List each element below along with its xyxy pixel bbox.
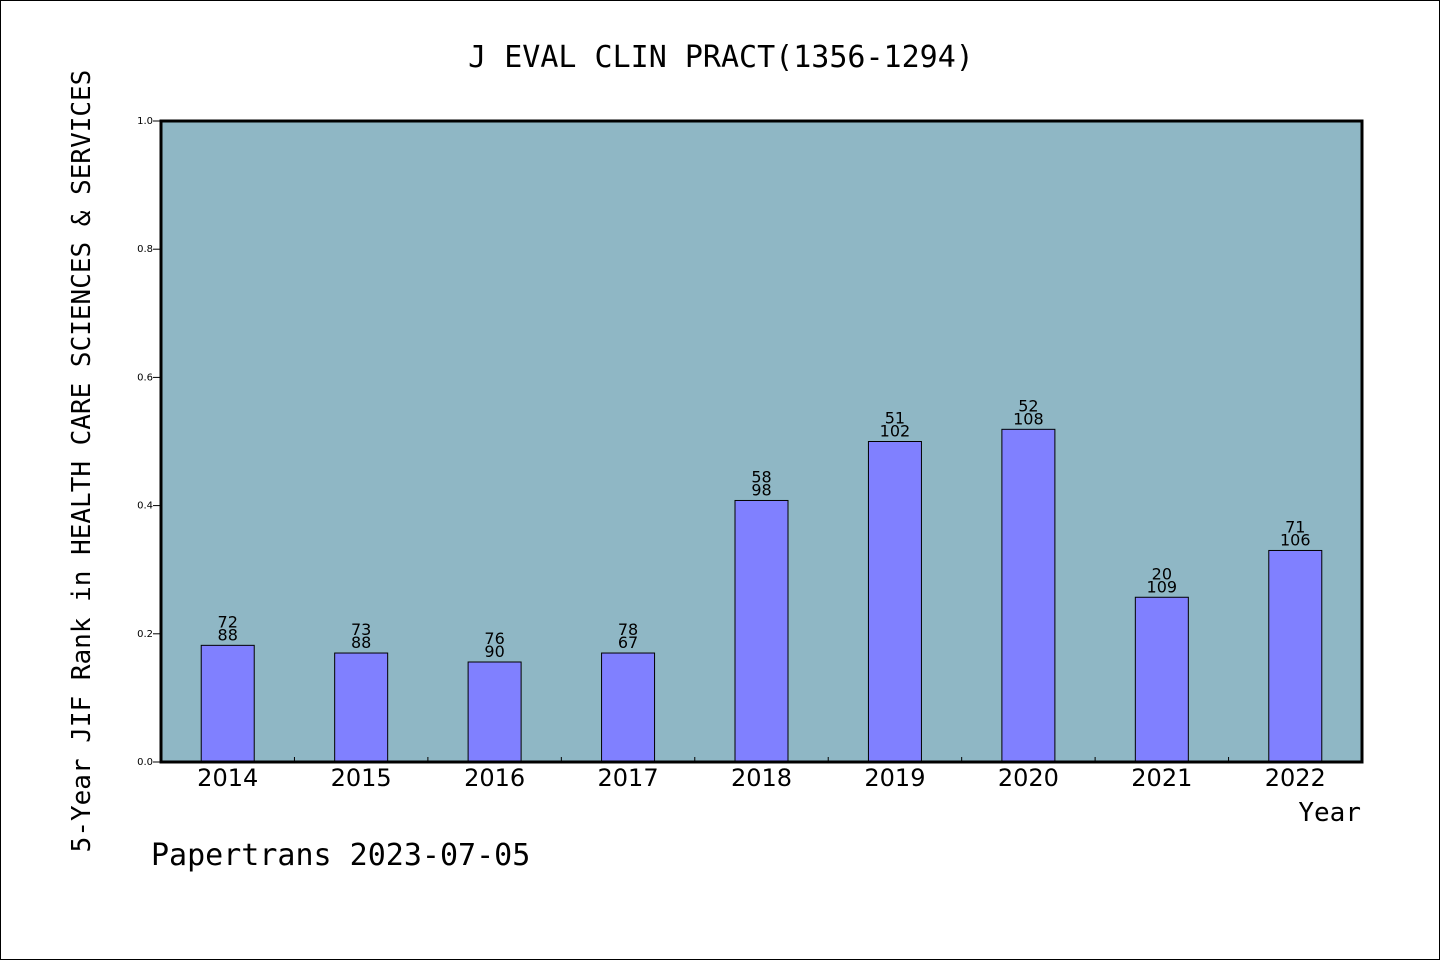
y-tick-label: 1.0 (137, 116, 153, 127)
bar-label-bottom: 88 (218, 625, 238, 644)
x-tick-label: 2020 (998, 764, 1059, 792)
bar-label-top: 51 (885, 409, 905, 428)
bar-label-top: 76 (484, 629, 504, 648)
bar-2015 (334, 652, 389, 763)
y-tick-label: 0.4 (137, 501, 153, 512)
x-tick-label: 2021 (1131, 764, 1192, 792)
plot-frame (159, 119, 1364, 764)
x-tick-label: 2019 (864, 764, 925, 792)
y-tick-label: 0.6 (137, 372, 153, 383)
bar-label-top: 20 (1152, 564, 1172, 583)
plot-area: 0.00.20.40.60.81.08872201488732015907620… (137, 116, 1364, 792)
bar-2014 (200, 644, 255, 763)
bar-2021 (1134, 596, 1189, 763)
footer-text: Papertrans 2023-07-05 (151, 838, 530, 873)
x-tick-label: 2014 (197, 764, 258, 792)
bar-2022 (1268, 549, 1323, 763)
x-tick-label: 2016 (464, 764, 525, 792)
bar-label-bottom: 67 (618, 633, 638, 652)
x-tick-label: 2015 (331, 764, 392, 792)
x-axis-label: Year (1298, 798, 1361, 828)
bar-label-top: 58 (751, 467, 771, 486)
bar-2018 (734, 499, 789, 763)
bar-2019 (867, 441, 922, 763)
bar-label-top: 52 (1018, 396, 1038, 415)
bar-label-bottom: 98 (751, 480, 771, 499)
bar-label-top: 73 (351, 620, 371, 639)
x-tick-label: 2018 (731, 764, 792, 792)
bar-label-bottom: 106 (1280, 530, 1311, 549)
bar-label-bottom: 90 (484, 642, 504, 661)
chart-title: J EVAL CLIN PRACT(1356-1294) (468, 40, 974, 75)
bar-label-top: 71 (1285, 517, 1305, 536)
y-tick-label: 0.2 (137, 629, 153, 640)
y-axis-label: 5-Year JIF Rank in HEALTH CARE SCIENCES … (67, 70, 97, 853)
bar-label-bottom: 108 (1013, 409, 1044, 428)
bar-label-bottom: 88 (351, 633, 371, 652)
bar-2016 (467, 661, 522, 763)
bar-label-bottom: 102 (880, 422, 911, 441)
x-tick-label: 2017 (598, 764, 659, 792)
bar-label-top: 72 (218, 612, 238, 631)
bar-label-bottom: 109 (1147, 577, 1178, 596)
bar-2017 (601, 652, 656, 763)
y-tick-label: 0.8 (137, 244, 153, 255)
bar-2020 (1001, 428, 1056, 763)
bar-label-top: 78 (618, 620, 638, 639)
x-tick-label: 2022 (1265, 764, 1326, 792)
y-tick-label: 0.0 (137, 757, 153, 768)
